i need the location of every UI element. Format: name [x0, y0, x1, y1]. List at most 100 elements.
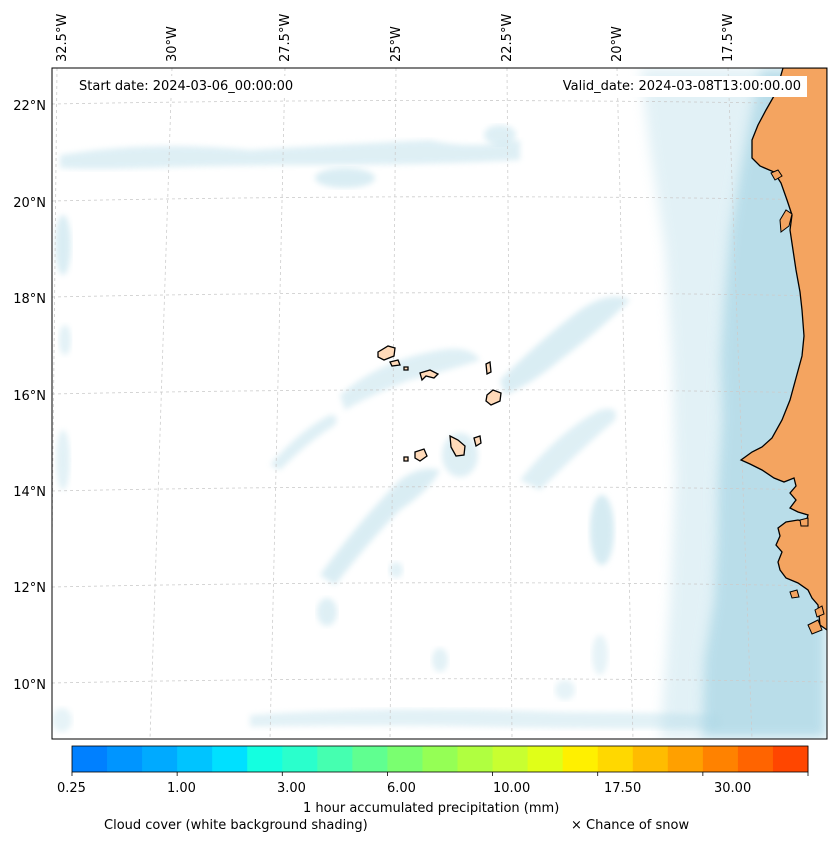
coastal-island [807, 619, 823, 635]
cloud-blob [389, 562, 403, 578]
lat-label: 22°N [13, 99, 46, 114]
colorbar-segment [772, 746, 809, 772]
cloud-blob [59, 325, 71, 355]
colorbar-segment [667, 746, 704, 772]
colorbar-segment [562, 746, 599, 772]
meridian-gridline [389, 68, 397, 739]
colorbar-segment [492, 746, 529, 772]
lon-label: 20°W [610, 26, 625, 62]
island-santo-antao [377, 345, 396, 361]
coastal-island [799, 517, 809, 527]
parallel-gridline [52, 678, 827, 684]
cabo-verde-islands [377, 345, 502, 462]
lon-label: 25°W [389, 26, 404, 62]
coastal-island [779, 209, 793, 233]
parallel-gridline [52, 292, 827, 298]
west-africa-mainland [739, 68, 827, 631]
colorbar-tick-label: 6.00 [387, 781, 416, 796]
lon-label: 17.5°W [721, 14, 736, 62]
colorbar-segment [422, 746, 459, 772]
lon-label: 30°W [165, 26, 180, 62]
colorbar-frame [71, 745, 809, 773]
colorbar-segment [72, 746, 108, 772]
island-sao-nicolau [419, 369, 440, 382]
cloud-streak [500, 296, 630, 395]
cloud-blob [432, 648, 448, 672]
island-santiago [449, 434, 466, 457]
meridian-gridline [269, 68, 286, 739]
parallel-gridline [52, 196, 827, 202]
colorbar-segment [387, 746, 423, 772]
lon-label: 22.5°W [500, 14, 515, 62]
northern-cloud-streak [60, 140, 520, 169]
lat-label: 20°N [13, 196, 46, 211]
lat-label: 14°N [13, 485, 46, 500]
colorbar-segment [247, 746, 283, 772]
colorbar-tick-label: 30.00 [714, 781, 752, 796]
colorbar-segment [632, 746, 669, 772]
colorbar-segment [737, 746, 774, 772]
lat-label: 12°N [13, 581, 46, 596]
meridian-gridline [616, 68, 634, 739]
colorbar-tick-label: 1.00 [167, 781, 196, 796]
cloud-blob [590, 495, 614, 565]
colorbar-segment [282, 746, 318, 772]
cloud-blob [52, 708, 72, 732]
colorbar-tick-label: 17.50 [604, 781, 642, 796]
snow-legend: × Chance of snow [571, 818, 690, 833]
lat-label: 18°N [13, 292, 46, 307]
cloud-blob [555, 680, 575, 700]
colorbar-segment [317, 746, 353, 772]
meridian-gridline [506, 68, 513, 739]
island-sal [485, 360, 492, 376]
coastal-cloud-outer [640, 68, 760, 739]
coastal-island [770, 169, 783, 181]
island-sao-vicente [389, 359, 401, 367]
cloud-streak [320, 468, 440, 585]
colorbar-segment [457, 746, 494, 772]
colorbar-segment [177, 746, 213, 772]
island-boa-vista [485, 389, 502, 406]
island-fogo [414, 448, 428, 462]
colorbar-tick-label: 3.00 [277, 781, 306, 796]
cloud-blob [55, 215, 71, 275]
colorbar-tick-label: 0.25 [57, 781, 86, 796]
meridian-gridline [727, 68, 753, 739]
cloud-blob [56, 430, 70, 490]
valid-date-label: Valid_date: 2024-03-08T13:00:00.00 [556, 76, 807, 97]
coastal-island [814, 605, 825, 618]
lon-label: 27.5°W [278, 14, 293, 62]
colorbar-tick-label: 10.00 [493, 781, 531, 796]
parallel-gridline [52, 582, 827, 588]
lon-label: 32.5°W [55, 14, 70, 62]
cloud-blob [317, 598, 337, 626]
island-brava [403, 456, 409, 462]
cloud-cover-legend: Cloud cover (white background shading) [104, 818, 368, 833]
colorbar-segment [107, 746, 143, 772]
island-maio [473, 435, 482, 448]
start-date-label: Start date: 2024-03-06_00:00:00 [73, 76, 300, 97]
latitude-labels: 22°N 20°N 18°N 16°N 14°N 12°N 10°N [13, 99, 46, 693]
colorbar-segment [597, 746, 634, 772]
parallel-gridline [52, 486, 827, 492]
colorbar-segment [527, 746, 564, 772]
precipitation-colorbar [71, 746, 809, 776]
parallel-gridline [52, 100, 827, 105]
colorbar-segment [142, 746, 178, 772]
meridian-gridline [149, 68, 173, 739]
cloud-blob [592, 635, 608, 675]
cloud-streak [270, 415, 337, 470]
colorbar-title: 1 hour accumulated precipitation (mm) [303, 801, 560, 816]
lat-label: 10°N [13, 678, 46, 693]
lat-label: 16°N [13, 389, 46, 404]
longitude-labels: 32.5°W 30°W 27.5°W 25°W 22.5°W 20°W 17.5… [55, 14, 736, 62]
cloud-blob [315, 168, 375, 188]
cloud-blob [484, 125, 516, 145]
cloud-streak [520, 408, 616, 490]
island-santa-luzia [403, 366, 409, 371]
coastal-island [789, 589, 800, 599]
colorbar-segment [352, 746, 388, 772]
parallel-gridline [52, 389, 827, 395]
colorbar-segment [702, 746, 739, 772]
